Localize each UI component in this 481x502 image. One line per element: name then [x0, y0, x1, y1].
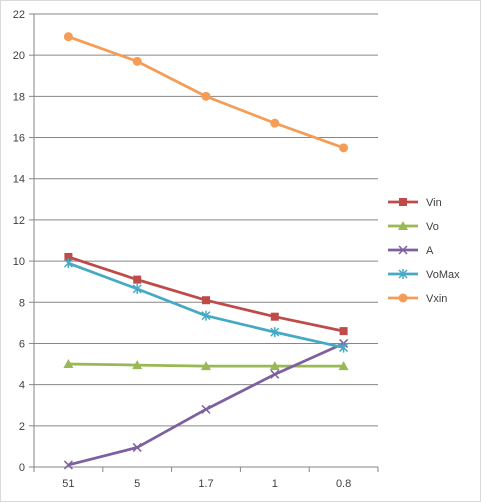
y-tick-label: 14 — [13, 174, 25, 186]
x-tick-label: 1 — [272, 478, 278, 490]
data-point — [64, 252, 73, 261]
x-tick-label: 5 — [134, 478, 140, 490]
legend-label: Vo — [426, 221, 439, 233]
y-tick-label: 4 — [19, 380, 25, 392]
series-line — [67, 261, 344, 349]
data-point — [63, 460, 73, 470]
data-point — [201, 361, 211, 371]
series-vin — [64, 252, 348, 336]
data-point — [339, 327, 348, 336]
y-tick-label: 2 — [19, 421, 25, 433]
data-point — [201, 404, 211, 414]
y-tick-label: 16 — [13, 133, 25, 145]
y-tick-label: 22 — [13, 9, 25, 21]
axes — [29, 13, 379, 472]
y-tick-label: 12 — [13, 215, 25, 227]
data-point — [201, 310, 211, 321]
legend-label: Vin — [426, 197, 442, 209]
data-point — [63, 258, 73, 269]
series-vxin — [63, 32, 349, 153]
legend-item-vo: Vo — [388, 221, 439, 233]
x-axis-ticks: 51 5 1.7 1 0.8 — [62, 478, 351, 490]
legend-marker — [398, 245, 408, 255]
legend-label: Vxin — [426, 293, 447, 305]
series-a — [63, 338, 349, 470]
legend-item-a: A — [388, 245, 434, 257]
data-point — [132, 360, 143, 370]
legend-item-vomax: VoMax — [388, 269, 460, 281]
data-point — [63, 32, 73, 42]
y-tick-label: 8 — [19, 297, 25, 309]
data-point — [63, 359, 74, 369]
data-point — [269, 361, 280, 371]
legend-label: A — [426, 245, 434, 257]
data-point — [132, 56, 142, 66]
series-vo — [63, 359, 349, 371]
data-point — [270, 312, 279, 321]
data-point — [132, 283, 142, 294]
legend-item-vin: Vin — [388, 197, 442, 209]
y-tick-label: 10 — [13, 256, 25, 268]
y-tick-label: 18 — [13, 91, 25, 103]
series-vomax — [63, 258, 349, 353]
series-group — [63, 32, 349, 470]
data-point — [202, 296, 210, 305]
data-point — [270, 327, 280, 338]
data-point — [201, 91, 211, 101]
y-tick-label: 0 — [19, 462, 25, 474]
data-point — [270, 369, 280, 379]
y-tick-label: 20 — [13, 50, 25, 62]
legend-marker — [398, 293, 408, 303]
x-tick-label: 51 — [62, 478, 74, 490]
legend-marker — [398, 221, 408, 230]
legend-item-vxin: Vxin — [388, 293, 447, 305]
legend: Vin Vo A VoMax Vxin — [388, 197, 460, 305]
x-tick-label: 1.7 — [198, 478, 213, 490]
data-point — [338, 361, 349, 371]
y-tick-label: 6 — [19, 338, 25, 350]
y-axis-ticks: 0 2 4 6 8 10 12 14 16 18 20 22 — [13, 9, 25, 474]
legend-marker — [399, 198, 407, 206]
data-point — [132, 442, 142, 452]
data-point — [133, 275, 142, 284]
data-point — [339, 342, 349, 353]
legend-marker — [398, 269, 408, 279]
data-point — [270, 118, 280, 128]
legend-label: VoMax — [426, 269, 460, 281]
x-tick-label: 0.8 — [336, 478, 351, 490]
data-point — [339, 143, 349, 153]
